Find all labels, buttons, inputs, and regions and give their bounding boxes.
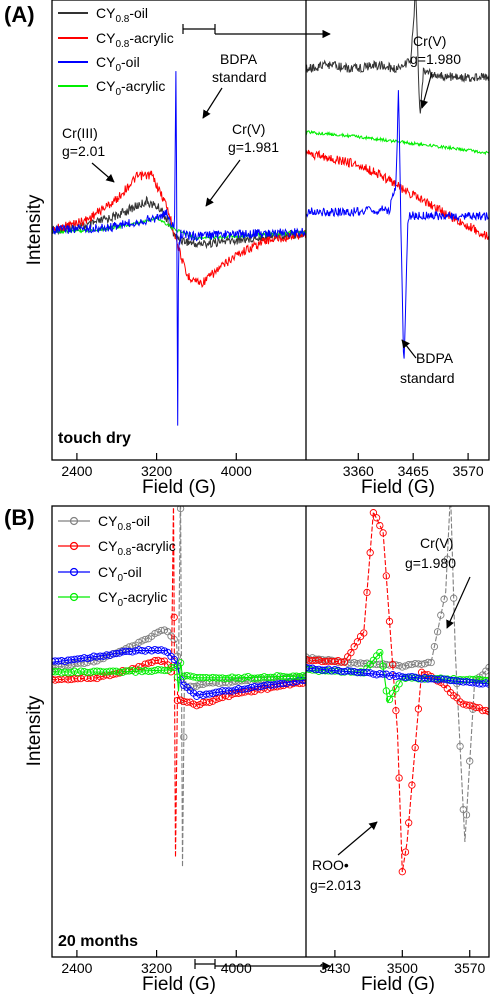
panel-b-right-x-ticks: 3430 3500 3570 bbox=[319, 950, 485, 976]
panel-a: (A) 2400 3200 4000 3360 3465 3570 Field (G) … bbox=[4, 0, 489, 498]
annotation-bdpa-a-left: BDPA standard bbox=[203, 51, 266, 118]
panel-a-stage-label: touch dry bbox=[58, 430, 131, 447]
panel-a-range-bracket bbox=[183, 24, 330, 34]
legend-item: CY0.8-acrylic bbox=[58, 538, 176, 558]
legend-label: CY0.8-acrylic bbox=[96, 30, 174, 50]
legend-label: CY0-oil bbox=[96, 54, 140, 74]
svg-text:ROO•: ROO• bbox=[312, 857, 349, 873]
svg-text:Cr(III): Cr(III) bbox=[62, 125, 98, 141]
svg-text:standard: standard bbox=[212, 69, 266, 85]
x-tick-label: 2400 bbox=[61, 463, 92, 479]
x-tick-label: 4000 bbox=[221, 960, 252, 976]
panel-b-y-title: Intensity bbox=[24, 695, 45, 766]
legend-label: CY0.8-oil bbox=[98, 513, 150, 533]
svg-text:BDPA: BDPA bbox=[220, 51, 258, 67]
x-tick-label: 3570 bbox=[453, 463, 484, 479]
panel-b-right-plot bbox=[303, 489, 491, 875]
svg-text:Cr(V): Cr(V) bbox=[420, 535, 453, 551]
legend-item: CY0.8-oil bbox=[58, 513, 150, 533]
x-tick-label: 2400 bbox=[61, 960, 92, 976]
annotation-cr3: Cr(III) g=2.01 bbox=[62, 125, 114, 182]
panel-b-left-series bbox=[49, 487, 309, 867]
legend-item: CY0.8-acrylic bbox=[58, 30, 174, 50]
svg-text:g=2.01: g=2.01 bbox=[62, 143, 105, 159]
panel-b: (B) 2400 3200 4000 3430 3500 3570 Field (G) … bbox=[4, 487, 491, 995]
panel-a-label: (A) bbox=[4, 2, 35, 27]
data-point bbox=[447, 489, 453, 495]
legend-label: CY0.8-oil bbox=[96, 5, 148, 25]
legend-label: CY0-acrylic bbox=[96, 78, 165, 98]
svg-text:g=1.980: g=1.980 bbox=[410, 51, 461, 67]
legend-label: CY0.8-acrylic bbox=[98, 538, 176, 558]
panel-a-left-x-ticks: 2400 3200 4000 bbox=[61, 453, 252, 479]
annotation-cr5-a-left: Cr(V) g=1.981 bbox=[206, 121, 279, 206]
panel-a-right-x-title: Field (G) bbox=[361, 477, 435, 498]
svg-text:Cr(V): Cr(V) bbox=[413, 33, 446, 49]
svg-text:BDPA: BDPA bbox=[416, 350, 454, 366]
data-point bbox=[377, 522, 383, 528]
legend-item: CY0-acrylic bbox=[58, 589, 167, 609]
svg-text:g=1.981: g=1.981 bbox=[228, 139, 279, 155]
legend-item: CY0-acrylic bbox=[58, 78, 165, 98]
legend-label: CY0-oil bbox=[98, 564, 142, 584]
legend-label: CY0-acrylic bbox=[98, 589, 167, 609]
panel-b-legend: CY0.8-oil CY0.8-acrylic CY0-oil CY0-acry… bbox=[58, 513, 176, 609]
panel-a-right-x-ticks: 3360 3465 3570 bbox=[343, 453, 484, 479]
x-tick-label: 3430 bbox=[319, 960, 350, 976]
panel-b-right-x-title: Field (G) bbox=[361, 974, 435, 995]
panel-a-right-plot bbox=[306, 0, 489, 359]
annotation-cr5-a-right: Cr(V) g=1.980 bbox=[410, 33, 461, 108]
x-tick-label: 3570 bbox=[454, 960, 485, 976]
panel-b-label: (B) bbox=[4, 505, 35, 530]
legend-item: CY0-oil bbox=[58, 54, 140, 74]
legend-item: CY0.8-oil bbox=[58, 5, 148, 25]
svg-text:Cr(V): Cr(V) bbox=[232, 121, 265, 137]
panel-b-right-series bbox=[303, 489, 491, 875]
svg-text:standard: standard bbox=[400, 370, 454, 386]
panel-a-legend: CY0.8-oil CY0.8-acrylic CY0-oil CY0-acry… bbox=[58, 5, 174, 98]
data-point bbox=[373, 515, 379, 521]
panel-b-stage-label: 20 months bbox=[58, 933, 138, 950]
panel-b-left-x-ticks: 2400 3200 4000 bbox=[61, 950, 252, 976]
panel-a-left-x-title: Field (G) bbox=[142, 477, 216, 498]
svg-text:g=1.980: g=1.980 bbox=[405, 555, 456, 571]
annotation-roo-b: ROO• g=2.013 bbox=[310, 822, 377, 893]
svg-text:g=2.013: g=2.013 bbox=[310, 877, 361, 893]
panel-b-left-x-title: Field (G) bbox=[142, 974, 216, 995]
annotation-bdpa-a-right: BDPA standard bbox=[400, 340, 454, 386]
panel-a-right-series bbox=[306, 0, 489, 359]
panel-b-range-bracket bbox=[195, 959, 330, 969]
series-line bbox=[306, 0, 489, 114]
legend-item: CY0-oil bbox=[58, 564, 142, 584]
series-line bbox=[306, 150, 489, 240]
panel-a-y-title: Intensity bbox=[24, 194, 45, 265]
panel-b-left-plot bbox=[49, 487, 309, 867]
x-tick-label: 4000 bbox=[221, 463, 252, 479]
